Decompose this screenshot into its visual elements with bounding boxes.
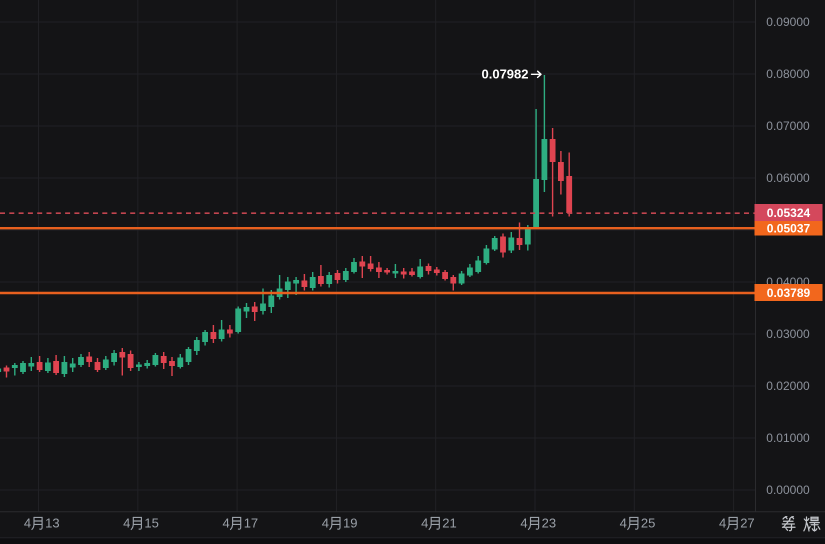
svg-text:0.08000: 0.08000 — [766, 67, 810, 81]
svg-text:0.07000: 0.07000 — [766, 119, 810, 133]
svg-text:0.05037: 0.05037 — [767, 222, 811, 236]
svg-text:4: 4 — [719, 516, 726, 531]
svg-text:15: 15 — [144, 516, 158, 531]
svg-text:0.05324: 0.05324 — [767, 206, 811, 220]
svg-text:25: 25 — [641, 516, 655, 531]
svg-text:17: 17 — [244, 516, 258, 531]
svg-text:19: 19 — [343, 516, 357, 531]
svg-text:0.03789: 0.03789 — [767, 286, 811, 300]
svg-text:4: 4 — [322, 516, 329, 531]
svg-text:13: 13 — [45, 516, 59, 531]
svg-text:0.03000: 0.03000 — [766, 327, 810, 341]
svg-text:27: 27 — [740, 516, 754, 531]
svg-text:4: 4 — [222, 516, 229, 531]
svg-text:0.01000: 0.01000 — [766, 431, 810, 445]
svg-text:4: 4 — [421, 516, 428, 531]
svg-text:4: 4 — [24, 516, 31, 531]
svg-text:0.00000: 0.00000 — [766, 483, 810, 497]
svg-text:4: 4 — [520, 516, 527, 531]
svg-text:21: 21 — [442, 516, 456, 531]
svg-text:0.09000: 0.09000 — [766, 15, 810, 29]
svg-text:4: 4 — [620, 516, 627, 531]
svg-text:0.07982: 0.07982 — [482, 67, 529, 82]
svg-text:0.06000: 0.06000 — [766, 171, 810, 185]
svg-text:0.02000: 0.02000 — [766, 379, 810, 393]
svg-text:23: 23 — [542, 516, 556, 531]
svg-text:4: 4 — [123, 516, 130, 531]
